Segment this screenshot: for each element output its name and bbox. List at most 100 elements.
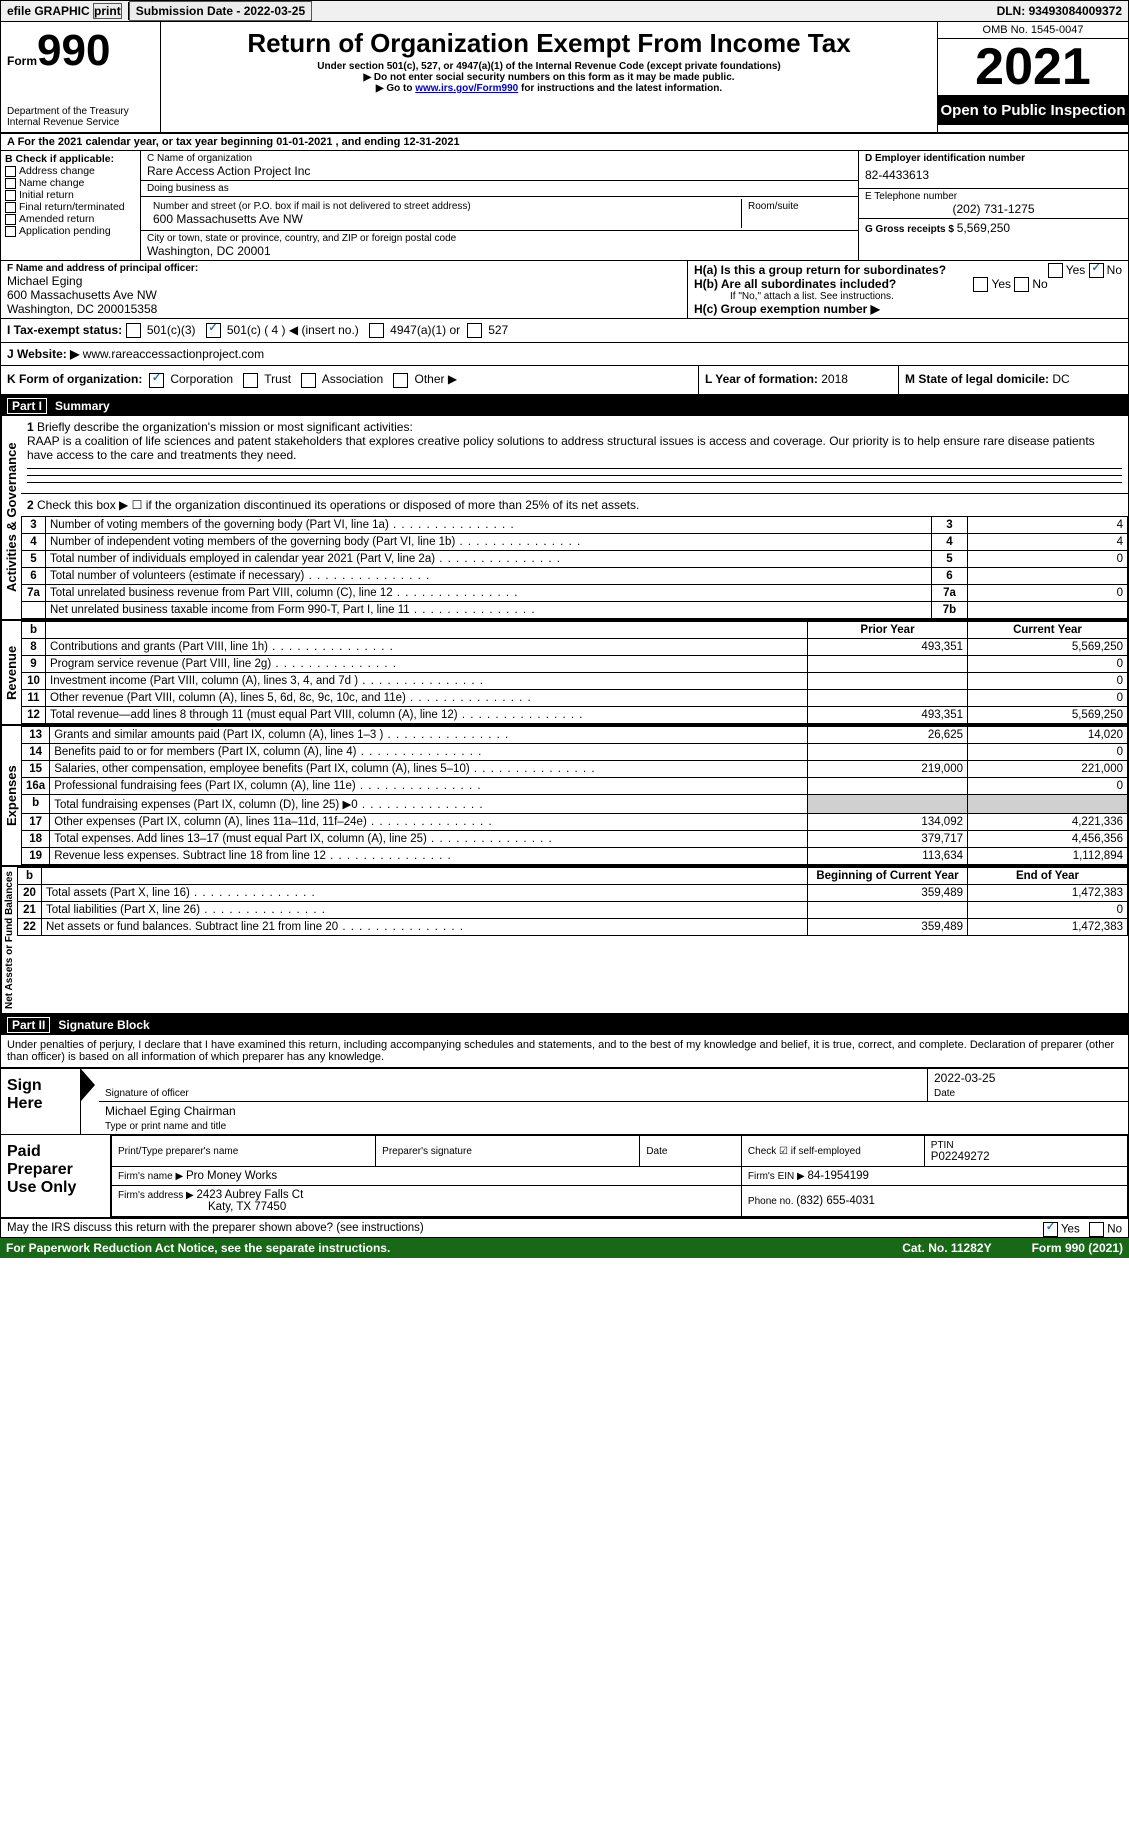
table-row: 12Total revenue—add lines 8 through 11 (… <box>22 706 1128 723</box>
officer-addr1: 600 Massachusetts Ave NW <box>7 288 681 302</box>
checkbox-527[interactable] <box>467 323 482 338</box>
dln-field: DLN: 93493084009372 <box>991 2 1128 20</box>
row-j: J Website: ▶ www.rareaccessactionproject… <box>0 343 1129 366</box>
print-button[interactable]: print <box>93 3 122 19</box>
irs-link[interactable]: www.irs.gov/Form990 <box>415 83 518 94</box>
mission-text: RAAP is a coalition of life sciences and… <box>27 434 1095 462</box>
checkbox-501c[interactable] <box>206 323 221 338</box>
table-row: 10Investment income (Part VIII, column (… <box>22 672 1128 689</box>
form-header: Form990 Department of the Treasury Inter… <box>0 22 1129 134</box>
firm-ein: 84-1954199 <box>808 1170 869 1182</box>
tel-label: E Telephone number <box>865 191 1122 202</box>
part1-header: Part ISummary <box>0 396 1129 416</box>
prep-name-label: Print/Type preparer's name <box>118 1146 238 1157</box>
irs-label: Internal Revenue Service <box>7 117 154 128</box>
part1-expenses: Expenses 13Grants and similar amounts pa… <box>0 726 1129 867</box>
officer-title-label: Type or print name and title <box>105 1121 226 1132</box>
checkbox-trust[interactable] <box>243 373 258 388</box>
city-label: City or town, state or province, country… <box>147 233 852 244</box>
section-f-h: F Name and address of principal officer:… <box>0 261 1129 319</box>
checkbox-other-org[interactable] <box>393 373 408 388</box>
ha-row: H(a) Is this a group return for subordin… <box>694 263 1122 277</box>
hb-yes-checkbox[interactable] <box>973 277 988 292</box>
top-bar: efile GRAPHIC print Submission Date - 20… <box>0 0 1129 22</box>
row-k-l-m: K Form of organization: Corporation Trus… <box>0 366 1129 395</box>
table-activities-governance: 3Number of voting members of the governi… <box>21 516 1128 619</box>
table-row: 15Salaries, other compensation, employee… <box>22 760 1128 777</box>
hb-note: If "No," attach a list. See instructions… <box>694 291 1122 302</box>
sidebar-net-assets: Net Assets or Fund Balances <box>1 867 17 1013</box>
checkbox-corporation[interactable] <box>149 373 164 388</box>
row-a-tax-year: A For the 2021 calendar year, or tax yea… <box>0 134 1129 151</box>
website-value: www.rareaccessactionproject.com <box>83 347 264 361</box>
table-row: 18Total expenses. Add lines 13–17 (must … <box>22 830 1128 847</box>
paid-preparer-label: Paid Preparer Use Only <box>1 1135 111 1217</box>
table-row: 14Benefits paid to or for members (Part … <box>22 743 1128 760</box>
open-inspection: Open to Public Inspection <box>938 96 1128 125</box>
officer-print-name: Michael Eging Chairman <box>105 1104 236 1118</box>
omb-number: OMB No. 1545-0047 <box>938 22 1128 39</box>
table-row: Net unrelated business taxable income fr… <box>22 601 1128 618</box>
arrow-icon <box>81 1069 95 1101</box>
city-value: Washington, DC 20001 <box>147 244 852 258</box>
part2-header: Part IISignature Block <box>0 1015 1129 1035</box>
sig-officer-label: Signature of officer <box>105 1088 189 1099</box>
submission-date-button[interactable]: Submission Date - 2022-03-25 <box>129 1 312 21</box>
phone-value: (832) 655-4031 <box>796 1195 875 1207</box>
table-row: 9Program service revenue (Part VIII, lin… <box>22 655 1128 672</box>
street-value: 600 Massachusetts Ave NW <box>153 212 735 226</box>
may-discuss-row: May the IRS discuss this return with the… <box>0 1218 1129 1238</box>
checkbox-final-return[interactable] <box>5 202 16 213</box>
checkbox-4947[interactable] <box>369 323 384 338</box>
ptin-label: PTIN <box>931 1140 954 1151</box>
form-title: Return of Organization Exempt From Incom… <box>167 28 931 59</box>
self-employed-check: Check ☑ if self-employed <box>748 1146 861 1157</box>
table-row: 20Total assets (Part X, line 16)359,4891… <box>18 884 1128 901</box>
line2-text: Check this box ▶ ☐ if the organization d… <box>37 498 639 512</box>
hb-no-checkbox[interactable] <box>1014 277 1029 292</box>
sidebar-revenue: Revenue <box>1 621 21 724</box>
ha-no-checkbox[interactable] <box>1089 263 1104 278</box>
sidebar-expenses: Expenses <box>1 726 21 865</box>
prep-date-label: Date <box>646 1146 667 1157</box>
checkbox-association[interactable] <box>301 373 316 388</box>
may-no-checkbox[interactable] <box>1089 1222 1104 1237</box>
gross-label: G Gross receipts $ <box>865 224 957 235</box>
col-b-checkboxes: B Check if applicable: Address change Na… <box>1 151 141 260</box>
checkbox-app-pending[interactable] <box>5 226 16 237</box>
firm-name-label: Firm's name ▶ <box>118 1171 186 1182</box>
bottom-bar: For Paperwork Reduction Act Notice, see … <box>0 1238 1129 1258</box>
table-row: 13Grants and similar amounts paid (Part … <box>22 726 1128 743</box>
sign-here-block: Sign Here Signature of officer 2022-03-2… <box>0 1068 1129 1135</box>
firm-ein-label: Firm's EIN ▶ <box>748 1171 808 1182</box>
state-domicile: DC <box>1052 372 1069 386</box>
checkbox-501c3[interactable] <box>126 323 141 338</box>
checkbox-address-change[interactable] <box>5 166 16 177</box>
may-yes-checkbox[interactable] <box>1043 1222 1058 1237</box>
ha-yes-checkbox[interactable] <box>1048 263 1063 278</box>
gross-value: 5,569,250 <box>957 221 1010 235</box>
ein-value: 82-4433613 <box>865 164 1122 186</box>
checkbox-amended[interactable] <box>5 214 16 225</box>
table-row: 7aTotal unrelated business revenue from … <box>22 584 1128 601</box>
dba-label: Doing business as <box>147 183 852 194</box>
ptin-value: P02249272 <box>931 1151 990 1163</box>
tel-value: (202) 731-1275 <box>865 202 1122 216</box>
sig-date: 2022-03-25 <box>934 1071 995 1085</box>
sidebar-activities: Activities & Governance <box>1 416 21 619</box>
checkbox-name-change[interactable] <box>5 178 16 189</box>
efile-label: efile GRAPHIC print <box>1 2 129 20</box>
paid-preparer-block: Paid Preparer Use Only Print/Type prepar… <box>0 1135 1129 1218</box>
form-label-footer: Form 990 (2021) <box>1032 1241 1123 1255</box>
firm-addr-label: Firm's address ▶ <box>118 1190 197 1201</box>
officer-name: Michael Eging <box>7 274 681 288</box>
table-net-assets: bBeginning of Current YearEnd of Year20T… <box>17 867 1128 936</box>
date-label: Date <box>934 1088 955 1099</box>
catalog-number: Cat. No. 11282Y <box>902 1241 991 1255</box>
ein-label: D Employer identification number <box>865 153 1122 164</box>
firm-city: Katy, TX 77450 <box>118 1201 286 1213</box>
checkbox-initial-return[interactable] <box>5 190 16 201</box>
table-header-row: bBeginning of Current YearEnd of Year <box>18 867 1128 884</box>
form-number: Form990 <box>7 26 154 76</box>
table-row: 16aProfessional fundraising fees (Part I… <box>22 777 1128 794</box>
